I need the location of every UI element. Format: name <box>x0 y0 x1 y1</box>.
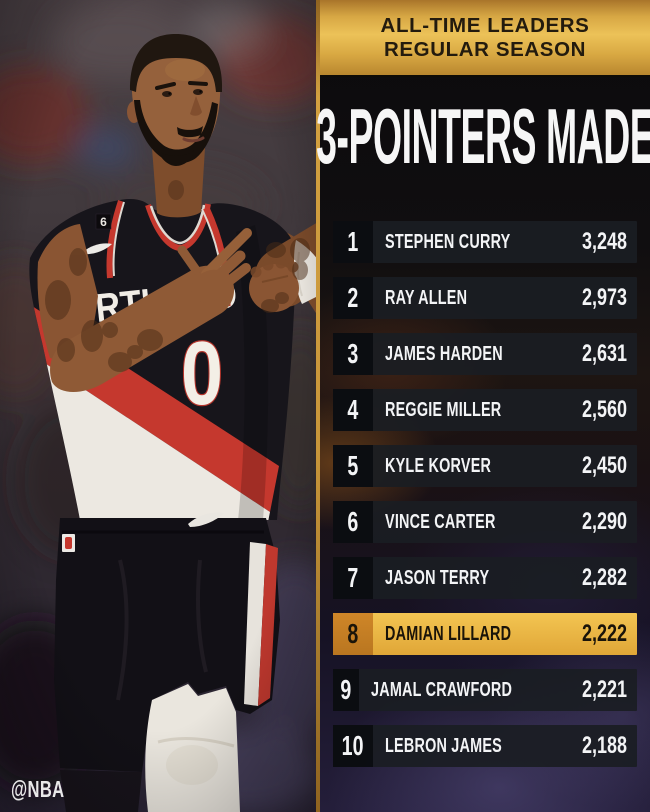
header-band: ALL-TIME LEADERS REGULAR SEASON <box>320 0 650 77</box>
player-name: KYLE KORVER <box>385 454 492 477</box>
stat-value: 2,290 <box>581 508 627 535</box>
player-name: JAMES HARDEN <box>385 342 503 365</box>
watermark-text: @NBA <box>11 776 65 802</box>
player-name: VINCE CARTER <box>385 510 496 533</box>
rank-value: 10 <box>342 730 364 761</box>
player-name: REGGIE MILLER <box>385 398 502 421</box>
table-row: 10 LEBRON JAMES 2,188 <box>333 725 637 767</box>
header-line2: REGULAR SEASON <box>383 37 587 61</box>
leaderboard-rows: 1 STEPHEN CURRY 3,248 2 RAY ALLEN 2,973 … <box>333 221 637 767</box>
table-row: 9 JAMAL CRAWFORD 2,221 <box>333 669 637 711</box>
rank-value: 8 <box>347 618 359 649</box>
table-row: 6 VINCE CARTER 2,290 <box>333 501 637 543</box>
stat-value: 2,631 <box>581 340 627 367</box>
stat-value: 2,973 <box>581 284 627 311</box>
rank-value: 5 <box>347 450 359 481</box>
rank-value: 4 <box>347 394 359 425</box>
table-row: 4 REGGIE MILLER 2,560 <box>333 389 637 431</box>
table-row: 7 JASON TERRY 2,282 <box>333 557 637 599</box>
page-title: 3-POINTERS MADE <box>315 91 650 180</box>
table-row: 5 KYLE KORVER 2,450 <box>333 445 637 487</box>
rank-value: 7 <box>347 562 359 593</box>
gold-divider-line <box>316 0 320 812</box>
rank-value: 9 <box>340 674 352 705</box>
rank-value: 2 <box>347 282 359 313</box>
rank-value: 6 <box>347 506 359 537</box>
player-name: STEPHEN CURRY <box>385 230 511 253</box>
player-photo: RTLAND 0 6 <box>0 0 318 812</box>
stat-value: 2,188 <box>581 732 627 759</box>
stat-value: 2,560 <box>581 396 627 423</box>
table-row: 1 STEPHEN CURRY 3,248 <box>333 221 637 263</box>
player-name: JASON TERRY <box>385 566 490 589</box>
player-name: JAMAL CRAWFORD <box>370 678 513 701</box>
table-row: 2 RAY ALLEN 2,973 <box>333 277 637 319</box>
stat-value: 2,221 <box>581 676 627 703</box>
stat-value: 2,282 <box>581 564 627 591</box>
player-name: DAMIAN LILLARD <box>385 622 512 645</box>
watermark: @NBA <box>11 776 85 803</box>
player-name: LEBRON JAMES <box>385 734 503 757</box>
stat-value: 2,222 <box>581 620 627 647</box>
rank-value: 3 <box>347 338 359 369</box>
leaderboard-panel: ALL-TIME LEADERS REGULAR SEASON 3-POINTE… <box>316 0 650 812</box>
table-row-highlighted: 8 DAMIAN LILLARD 2,222 <box>333 613 637 655</box>
player-name: RAY ALLEN <box>385 286 468 309</box>
header-line1: ALL-TIME LEADERS <box>380 13 590 37</box>
table-row: 3 JAMES HARDEN 2,631 <box>333 333 637 375</box>
stat-value: 3,248 <box>581 228 627 255</box>
rank-value: 1 <box>347 226 359 257</box>
stat-value: 2,450 <box>581 452 627 479</box>
